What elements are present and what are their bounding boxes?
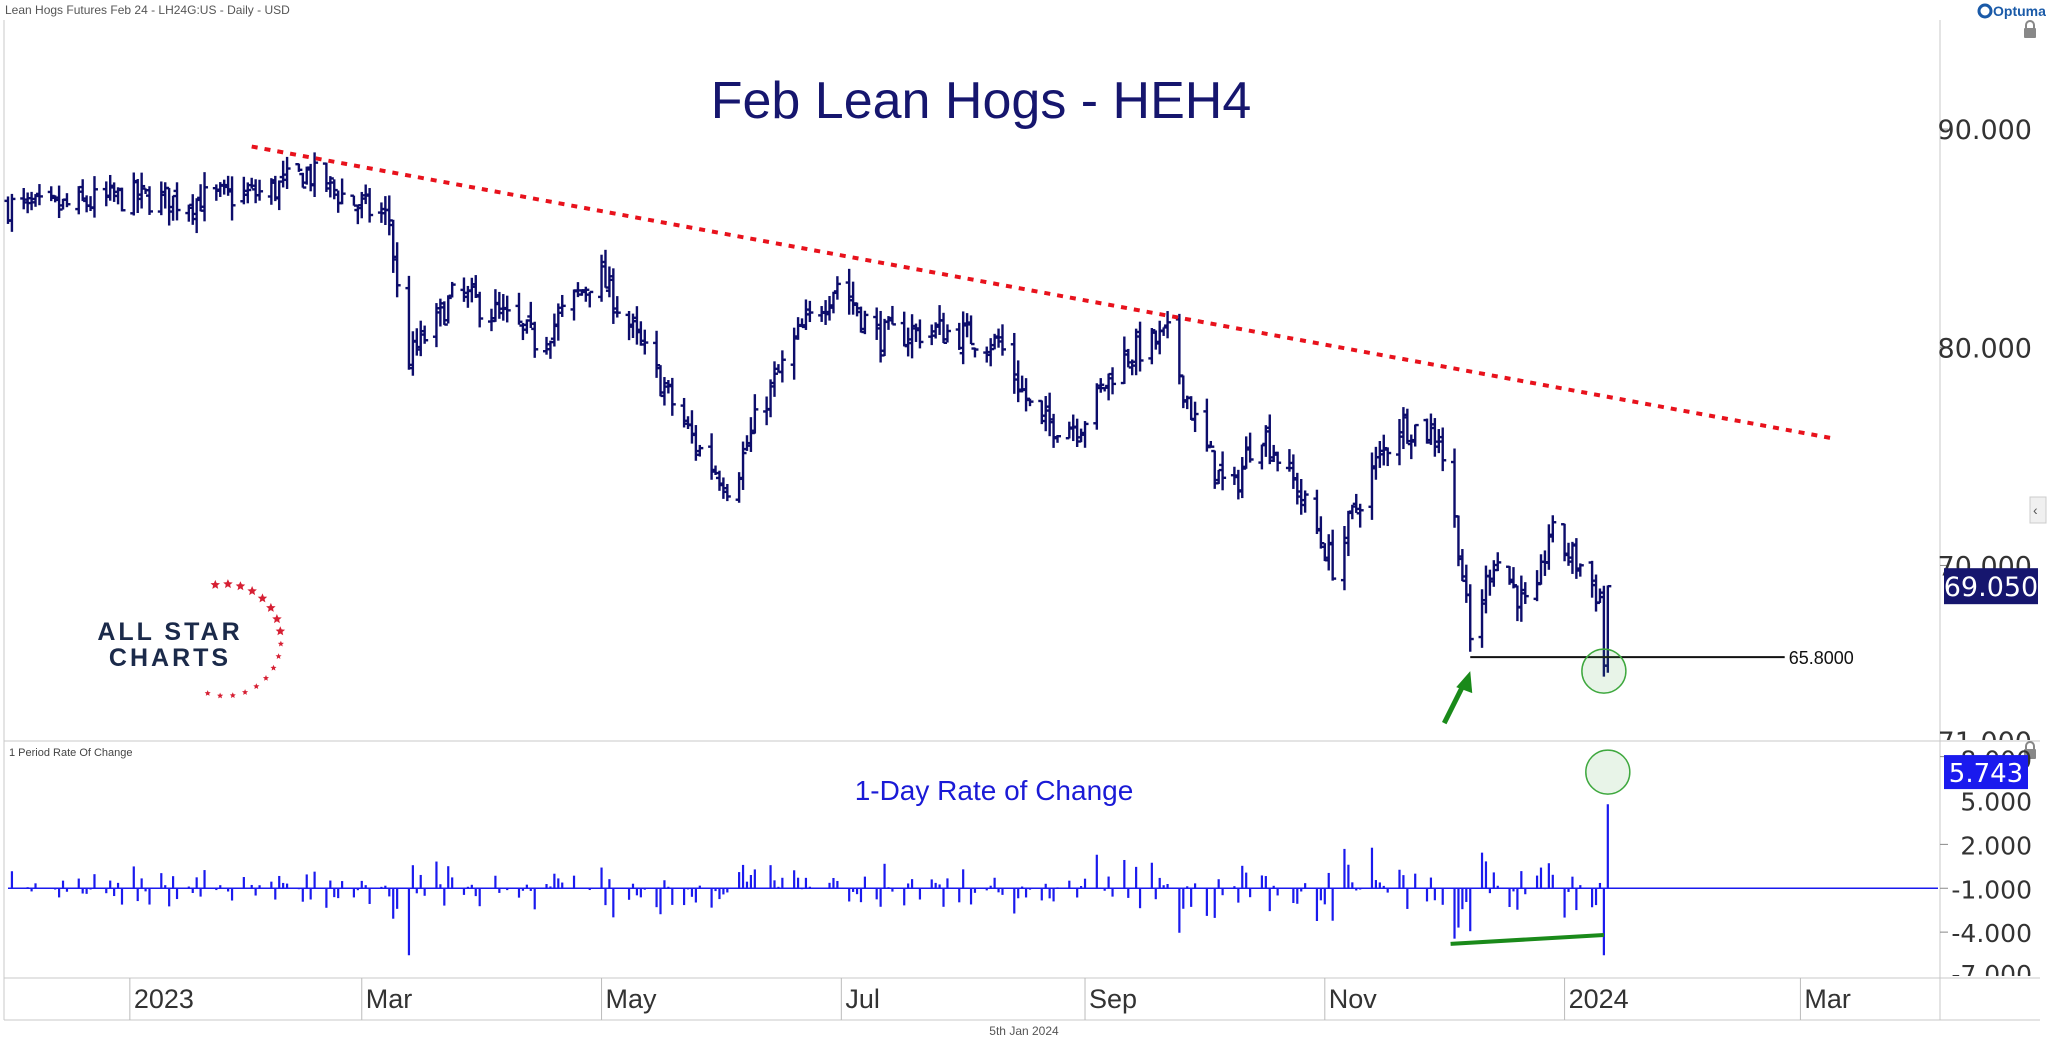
green-arrow-icon	[1456, 671, 1473, 694]
time-tick-label: Jul	[845, 984, 880, 1014]
logo-text-line1: ALL STAR	[97, 618, 242, 646]
roc-panel-label: 1 Period Rate Of Change	[9, 747, 133, 759]
time-tick-label: 2024	[1569, 984, 1629, 1014]
roc-tick-label: -1.000	[1951, 875, 2032, 904]
logo-star-icon	[275, 626, 286, 636]
roc-highlight-circle	[1585, 749, 1631, 795]
time-tick-label: Sep	[1089, 984, 1137, 1014]
logo-star-icon	[242, 689, 249, 695]
divergence-line	[1450, 933, 1605, 946]
logo-star-icon	[262, 675, 269, 681]
chart-title: Feb Lean Hogs - HEH4	[711, 72, 1252, 130]
logo-star-icon	[272, 614, 282, 624]
logo-star-icon	[217, 692, 224, 699]
price-last-value-label: 69.050	[1944, 572, 2038, 603]
logo-stars-ring	[204, 579, 286, 699]
price-tick-label: 90.000	[1938, 115, 2032, 146]
roc-series	[8, 749, 1938, 956]
green-arrow-shaft	[1442, 681, 1467, 725]
instrument-header: Lean Hogs Futures Feb 24 - LH24G:US - Da…	[5, 3, 290, 17]
time-axis: 2023 Mar May Jul Sep Nov 2024 Mar	[129, 978, 1851, 1020]
logo-star-icon	[277, 640, 284, 647]
price-ohlc-series	[4, 152, 1612, 677]
roc-tick-label: -4.000	[1951, 919, 2032, 948]
all-star-charts-logo: ALL STAR CHARTS	[97, 579, 286, 699]
logo-text-line2: CHARTS	[109, 644, 231, 672]
logo-star-icon	[266, 602, 276, 612]
chevron-left-icon: ‹	[2033, 502, 2038, 518]
logo-star-icon	[257, 593, 268, 603]
time-tick-label: Mar	[1804, 984, 1851, 1014]
roc-chart-title: 1-Day Rate of Change	[855, 775, 1134, 806]
price-annotations: 65.8000 69.050	[251, 144, 2038, 725]
footer-date: 5th Jan 2024	[989, 1024, 1059, 1038]
roc-last-value-label: 5.743	[1949, 759, 2023, 789]
time-tick-label: Mar	[366, 984, 413, 1014]
logo-star-icon	[210, 579, 220, 589]
support-label: 65.8000	[1789, 648, 1854, 668]
logo-star-icon	[253, 683, 260, 689]
optuma-brand: Optuma	[1977, 3, 2046, 19]
logo-star-icon	[270, 664, 277, 671]
optuma-wordmark: Optuma	[1993, 3, 2046, 19]
collapse-panel-handle[interactable]: ‹	[2029, 496, 2047, 524]
price-tick-label-partial: 71.000	[1938, 727, 2032, 758]
logo-star-icon	[247, 586, 257, 596]
roc-tick-label: 2.000	[1960, 831, 2032, 860]
logo-star-icon	[223, 579, 233, 589]
time-tick-label: 2023	[134, 984, 194, 1014]
price-panel-lock-icon[interactable]	[2024, 20, 2036, 38]
logo-star-icon	[229, 692, 236, 698]
trendline	[251, 144, 1837, 441]
optuma-logo-icon	[1977, 3, 1993, 19]
roc-tick-label-hidden: 5.000	[1960, 788, 2032, 817]
logo-star-icon	[235, 581, 246, 591]
time-tick-label: Nov	[1329, 984, 1378, 1014]
roc-last-value-box	[1944, 755, 2028, 790]
logo-star-icon	[204, 690, 211, 696]
price-highlight-circle	[1581, 648, 1627, 694]
price-last-value-box	[1944, 568, 2038, 605]
logo-star-icon	[275, 653, 282, 659]
roc-tick-label-partial: -7.000	[1951, 960, 2032, 989]
price-tick-label: 80.000	[1938, 333, 2032, 364]
time-tick-label: May	[606, 984, 658, 1014]
